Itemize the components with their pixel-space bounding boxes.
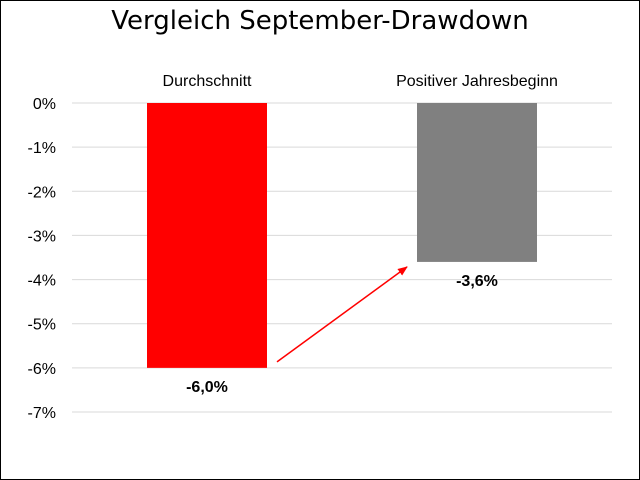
bar-positiver-jahresbeginn: [417, 103, 537, 262]
y-tick-label: -2%: [28, 184, 56, 201]
chart-title: Vergleich September-Drawdown: [111, 6, 529, 36]
category-label: Positiver Jahresbeginn: [396, 73, 558, 90]
category-label: Durchschnitt: [163, 73, 252, 90]
annotation-arrow: [276, 266, 408, 363]
y-tick-label: -3%: [28, 228, 56, 245]
y-tick-label: -1%: [28, 140, 56, 157]
data-label: -6,0%: [186, 379, 228, 396]
y-tick-label: -6%: [28, 361, 56, 378]
data-label: -3,6%: [456, 273, 498, 290]
y-tick-label: -5%: [28, 317, 56, 334]
y-tick-label: 0%: [33, 96, 56, 113]
y-tick-label: -7%: [28, 405, 56, 422]
bar-durchschnitt: [147, 103, 267, 368]
y-tick-label: -4%: [28, 273, 56, 290]
